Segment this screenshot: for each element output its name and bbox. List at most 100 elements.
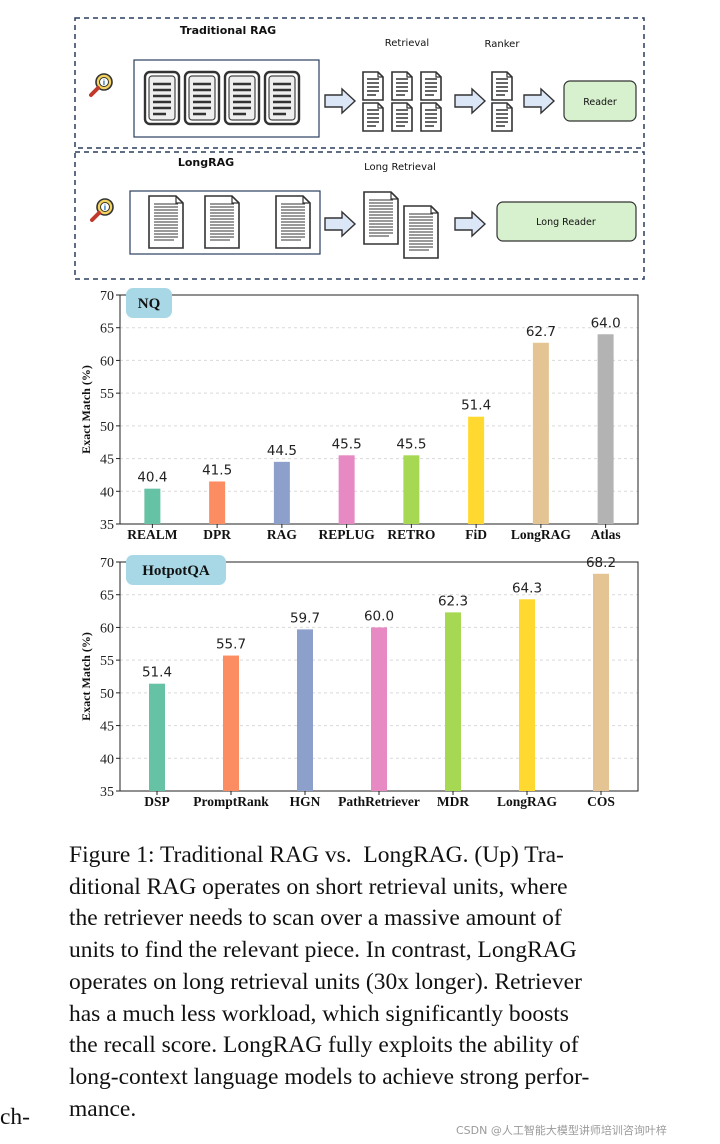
- document-icon: [491, 102, 513, 132]
- dataset-badge: HotpotQA: [126, 555, 226, 585]
- document-icon: [403, 205, 439, 259]
- bar: [149, 683, 165, 791]
- arrow-right-icon: [454, 211, 486, 237]
- data-label: 41.5: [202, 462, 232, 478]
- document-icon: [362, 71, 384, 101]
- x-tick-label: RAG: [267, 527, 297, 542]
- reader-box: [563, 80, 637, 122]
- long-retrieval-label: Long Retrieval: [364, 162, 436, 173]
- data-label: 59.7: [290, 610, 320, 626]
- y-axis-label: Exact Match (%): [79, 365, 93, 454]
- y-tick-label: 55: [100, 654, 114, 669]
- document-icon: [420, 71, 442, 101]
- bar: [273, 461, 290, 524]
- bar: [403, 455, 420, 524]
- watermark: CSDN @人工智能大模型讲师培训咨询叶梓: [456, 1124, 667, 1137]
- y-tick-label: 35: [100, 785, 114, 800]
- long-reader-box: [496, 201, 637, 242]
- y-tick-label: 50: [100, 687, 114, 702]
- data-label: 51.4: [142, 665, 172, 681]
- caption-line: long-context language models to achieve …: [69, 1063, 590, 1090]
- x-tick-label: FiD: [465, 527, 487, 542]
- x-tick-label: REPLUG: [318, 527, 375, 542]
- caption-line: Figure 1: Traditional RAG vs. LongRAG. (…: [69, 842, 564, 868]
- document-icon: [391, 102, 413, 132]
- document-icon: [183, 70, 221, 126]
- caption-line: units to find the relevant piece. In con…: [69, 937, 577, 964]
- plot-frame: [119, 294, 639, 525]
- figure-caption: Figure 1: Traditional RAG vs. LongRAG. (…: [69, 840, 651, 1125]
- y-tick-label: 60: [100, 354, 114, 369]
- document-icon: [362, 102, 384, 132]
- x-tick-label: PathRetriever: [338, 794, 420, 809]
- x-tick-label: LongRAG: [497, 794, 558, 809]
- y-tick-label: 45: [100, 720, 114, 735]
- nq-bar-chart: 35 40 45 50 55 60 65 70 Exact Match (%) 40.4 REALM…: [79, 288, 639, 542]
- bar: [468, 416, 485, 524]
- long-reader-label: Long Reader: [536, 217, 596, 228]
- data-label: 62.7: [526, 324, 556, 340]
- x-tick-label: DSP: [144, 794, 170, 809]
- bar: [371, 627, 387, 791]
- y-tick-label: 55: [100, 387, 114, 402]
- search-icon: [89, 72, 114, 97]
- y-tick-label: 70: [100, 289, 114, 304]
- bar: [338, 455, 355, 524]
- document-icon: [420, 102, 442, 132]
- document-icon: [143, 70, 181, 126]
- dataset-badge: NQ: [126, 288, 172, 318]
- rag-diagram: i Traditional RAG Retrieval Ranker Reade…: [74, 17, 645, 280]
- bar: [223, 655, 239, 791]
- bar: [519, 599, 535, 791]
- arrow-right-icon: [324, 88, 356, 114]
- badge-label: NQ: [138, 296, 161, 312]
- data-label: 45.5: [396, 436, 426, 452]
- data-label: 45.5: [332, 436, 362, 452]
- caption-line: operates on long retrieval units (30x lo…: [69, 968, 582, 995]
- x-tick-label: PromptRank: [193, 794, 269, 809]
- y-tick-label: 65: [100, 589, 114, 604]
- arrow-right-icon: [324, 211, 356, 237]
- bar: [209, 481, 226, 524]
- y-tick-label: 50: [100, 420, 114, 435]
- caption-line: the recall score. LongRAG fully exploits…: [69, 1032, 579, 1059]
- side-text-fragment: ch-: [0, 1104, 31, 1130]
- traditional-rag-title: Traditional RAG: [180, 24, 276, 37]
- data-label: 68.2: [586, 555, 616, 571]
- document-icon: [391, 71, 413, 101]
- document-icon: [223, 70, 261, 126]
- caption-line: ditional RAG operates on short retrieval…: [69, 873, 568, 900]
- x-tick-label: RETRO: [387, 527, 435, 542]
- y-axis-label: Exact Match (%): [79, 632, 93, 721]
- badge-label: HotpotQA: [142, 563, 210, 579]
- data-label: 64.3: [512, 580, 542, 596]
- document-icon: [275, 195, 311, 249]
- y-tick-label: 40: [100, 485, 114, 500]
- data-label: 60.0: [364, 608, 394, 624]
- data-label: 44.5: [267, 443, 297, 459]
- search-icon: [90, 197, 115, 222]
- x-tick-label: REALM: [127, 527, 178, 542]
- x-tick-label: LongRAG: [511, 527, 572, 542]
- document-icon: [363, 191, 399, 245]
- reader-label: Reader: [583, 97, 617, 108]
- caption-line: mance.: [69, 1095, 137, 1122]
- badge-background: [126, 555, 226, 585]
- caption-line: the retriever needs to scan over a massi…: [69, 905, 562, 932]
- traditional-rag-panel: [74, 17, 645, 149]
- document-icon: [148, 195, 184, 249]
- bar: [297, 629, 313, 791]
- data-label: 62.3: [438, 593, 468, 609]
- bar: [593, 573, 609, 791]
- document-icon: [263, 70, 301, 126]
- arrow-right-icon: [454, 88, 486, 114]
- bar: [532, 342, 549, 524]
- x-tick-label: COS: [587, 794, 615, 809]
- y-tick-label: 40: [100, 752, 114, 767]
- data-label: 55.7: [216, 637, 246, 653]
- x-tick-label: Atlas: [591, 527, 621, 542]
- y-tick-label: 35: [100, 518, 114, 533]
- x-tick-label: DPR: [203, 527, 231, 542]
- data-label: 40.4: [137, 470, 167, 486]
- x-tick-label: HGN: [290, 794, 321, 809]
